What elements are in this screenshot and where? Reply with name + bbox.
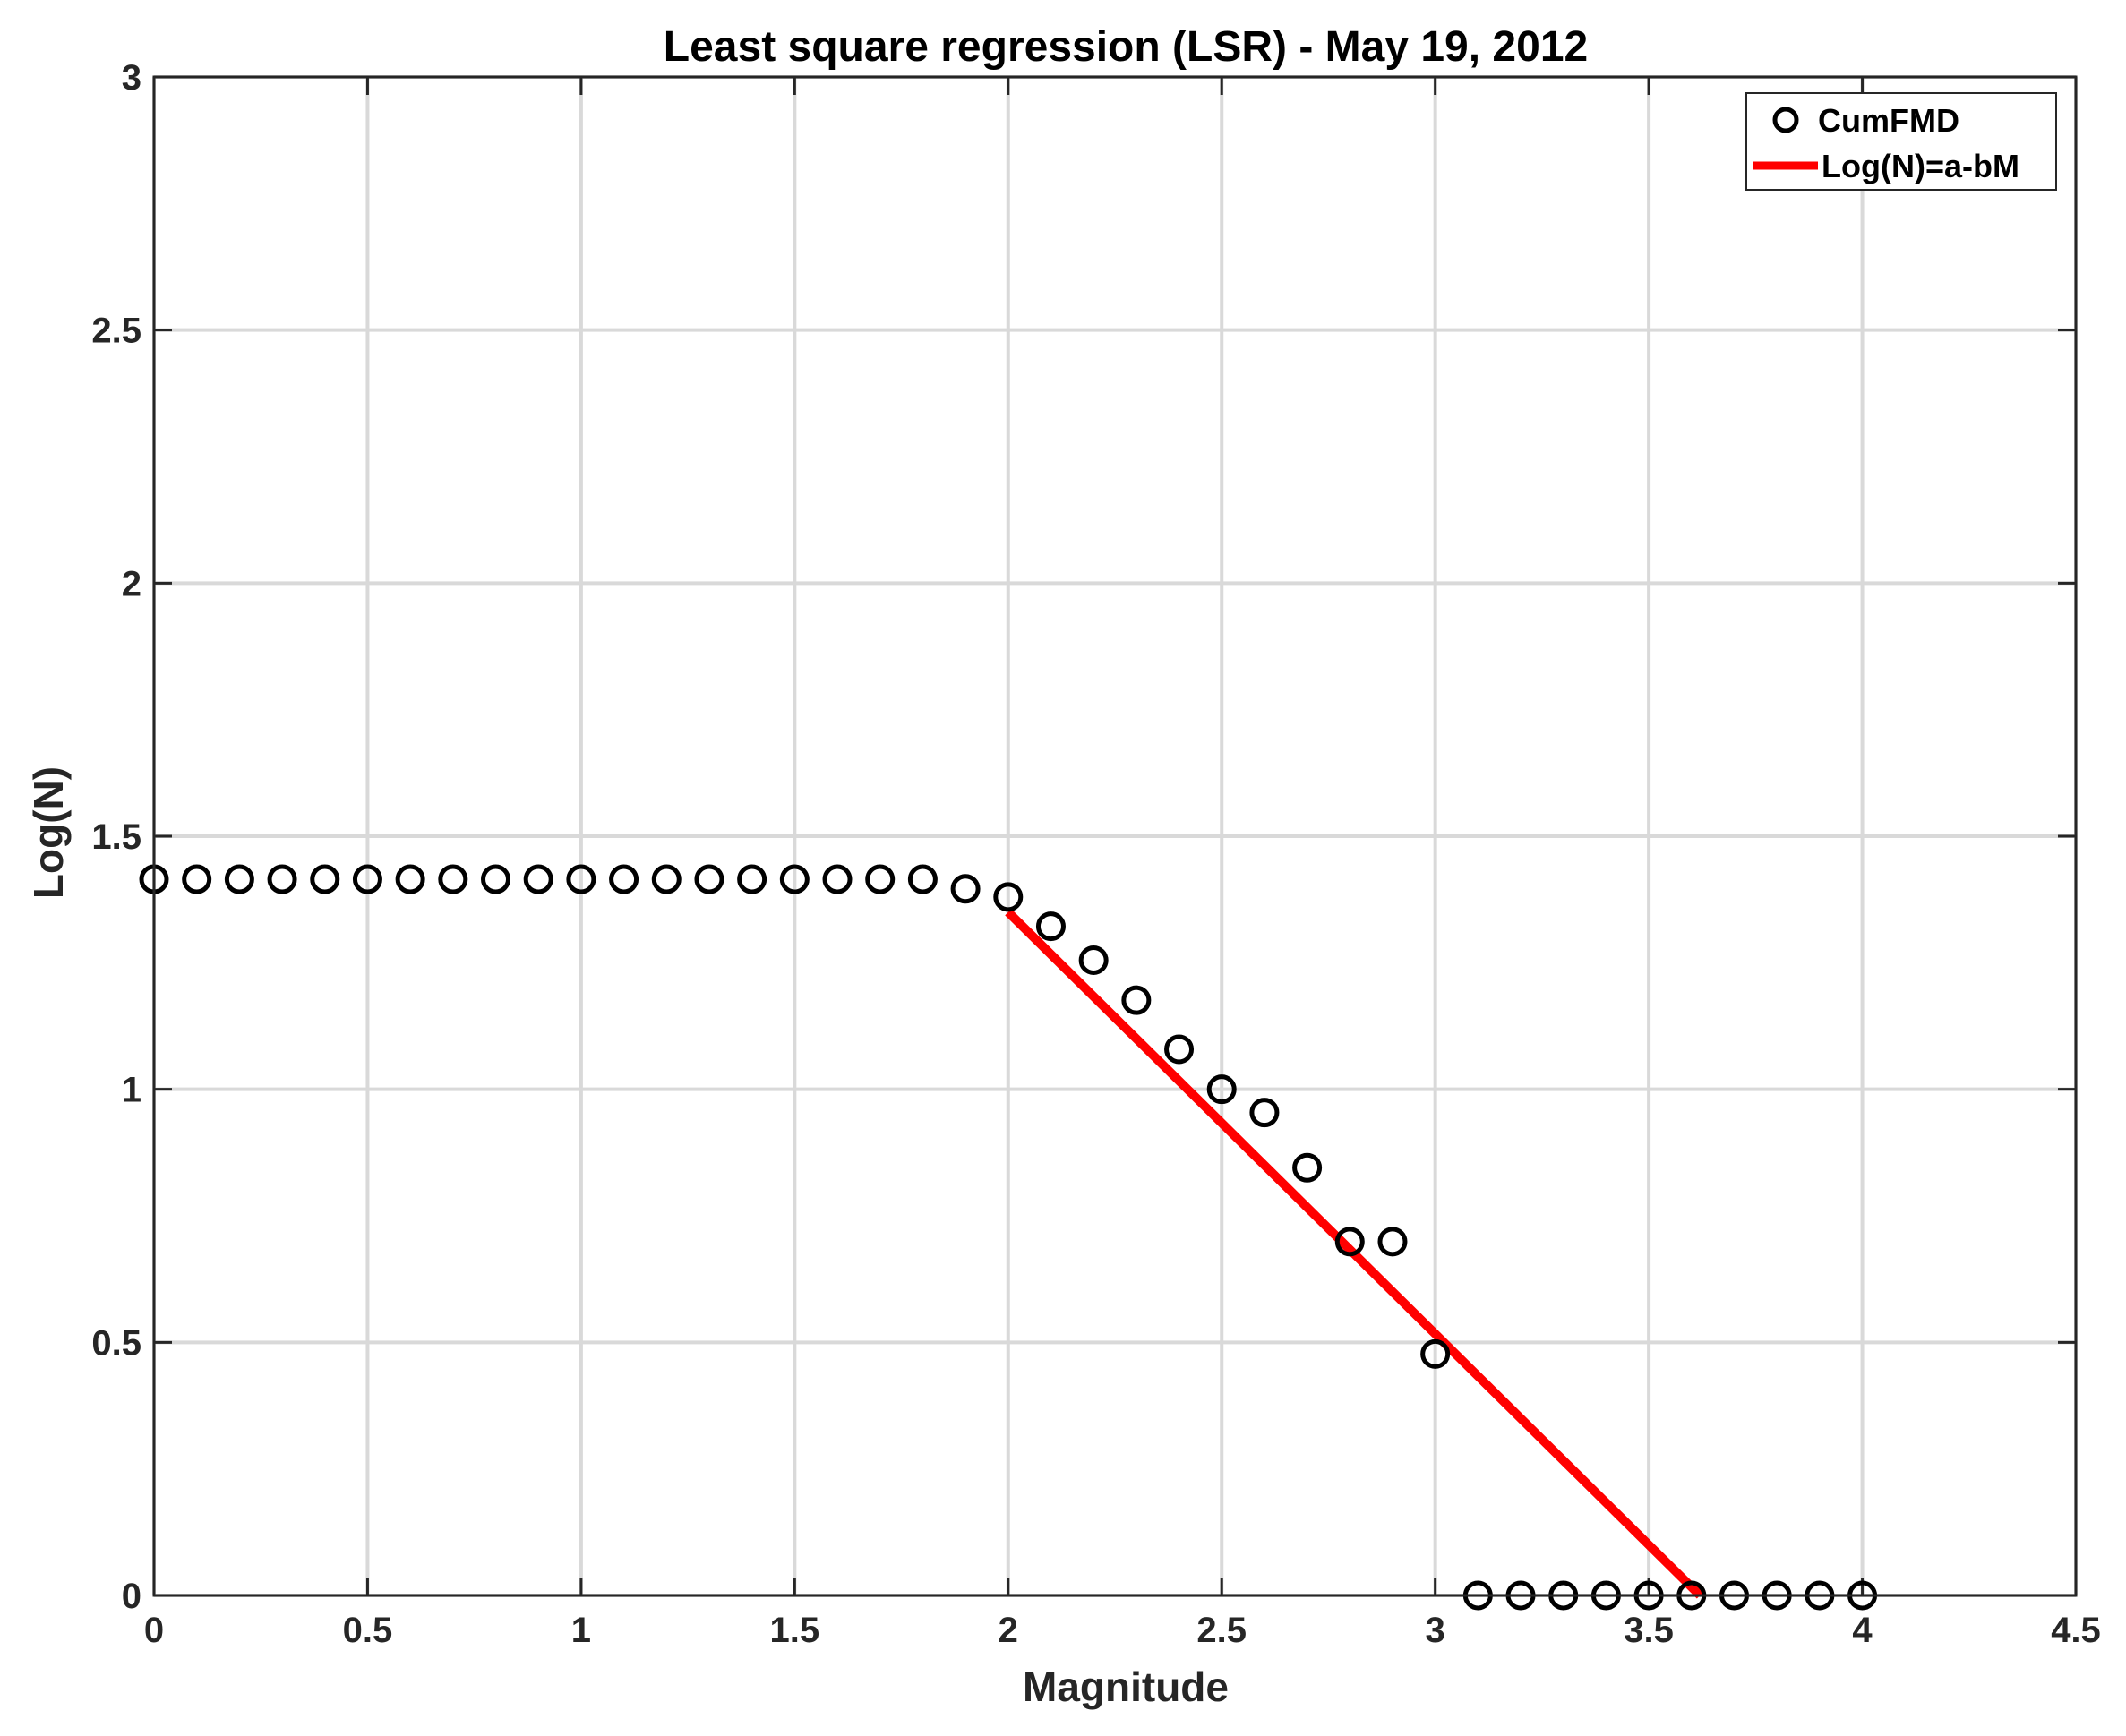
cumfmd-point — [694, 864, 724, 894]
cumfmd-point — [1420, 1338, 1451, 1369]
chart-title: Least square regression (LSR) - May 19, … — [664, 23, 1588, 71]
legend: CumFMD Log(N)=a-bM — [1745, 92, 2057, 191]
cumfmd-point — [481, 864, 511, 894]
cumfmd-point — [651, 864, 682, 894]
y-tick-label: 1 — [122, 1071, 141, 1110]
y-tick-label: 3 — [122, 58, 141, 98]
cumfmd-point — [1078, 945, 1109, 976]
cumfmd-point — [1206, 1074, 1237, 1105]
legend-label-fit: Log(N)=a-bM — [1822, 148, 2019, 184]
y-tick-label: 2.5 — [91, 312, 141, 351]
y-tick-label: 1.5 — [91, 817, 141, 857]
x-tick-label: 0 — [144, 1611, 164, 1650]
x-axis-title: Magnitude — [1023, 1663, 1229, 1710]
cumfmd-point — [993, 882, 1024, 912]
plot-frame — [152, 75, 2078, 1597]
cumfmd-point — [1249, 1098, 1280, 1128]
cumfmd-point — [907, 864, 938, 894]
y-tick-label: 0.5 — [91, 1323, 141, 1363]
cumfmd-point — [566, 864, 596, 894]
x-tick-label: 4 — [1852, 1611, 1873, 1650]
cumfmd-point — [395, 864, 425, 894]
x-tick-label: 3.5 — [1624, 1611, 1674, 1650]
cumfmd-point — [1121, 985, 1152, 1015]
cumfmd-point — [224, 864, 254, 894]
legend-box — [1745, 92, 2057, 191]
cumfmd-point — [1035, 911, 1066, 942]
legend-marker-cumfmd — [1772, 107, 1799, 133]
cumfmd-point — [1164, 1034, 1195, 1065]
cumfmd-point — [609, 864, 639, 894]
x-tick-label: 1 — [571, 1611, 591, 1650]
cumfmd-point — [1292, 1152, 1323, 1183]
y-axis-title: Log(N) — [25, 766, 72, 899]
x-tick-label: 4.5 — [2051, 1611, 2101, 1650]
legend-label-cumfmd: CumFMD — [1818, 102, 1959, 139]
cumfmd-point — [1334, 1227, 1365, 1257]
x-tick-label: 2.5 — [1196, 1611, 1247, 1650]
cumfmd-point — [779, 864, 810, 894]
cumfmd-point — [523, 864, 553, 894]
cumfmd-point — [352, 864, 382, 894]
cumfmd-point — [438, 864, 468, 894]
tick-labels: 0 0.5 1 1.5 2 2.5 3 3.5 4 4.5 0 0.5 1 1.5 2 2.5 3 — [91, 58, 2100, 1650]
cumfmd-point — [950, 874, 981, 904]
cumfmd-point — [865, 864, 896, 894]
cumfmd-point — [1377, 1227, 1408, 1257]
x-tick-label: 3 — [1426, 1611, 1445, 1650]
x-tick-label: 2 — [999, 1611, 1018, 1650]
y-tick-label: 2 — [122, 564, 141, 603]
cumfmd-point — [182, 864, 212, 894]
cumfmd-point — [310, 864, 340, 894]
x-tick-label: 1.5 — [770, 1611, 820, 1650]
y-tick-label: 0 — [122, 1577, 141, 1616]
cumfmd-point — [267, 864, 297, 894]
x-tick-label: 0.5 — [343, 1611, 393, 1650]
cumfmd-point — [822, 864, 853, 894]
cumfmd-point — [737, 864, 767, 894]
